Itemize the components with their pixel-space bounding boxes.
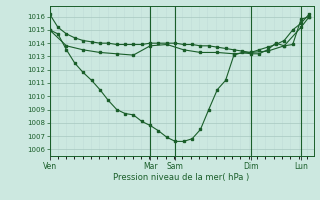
- X-axis label: Pression niveau de la mer( hPa ): Pression niveau de la mer( hPa ): [114, 173, 250, 182]
